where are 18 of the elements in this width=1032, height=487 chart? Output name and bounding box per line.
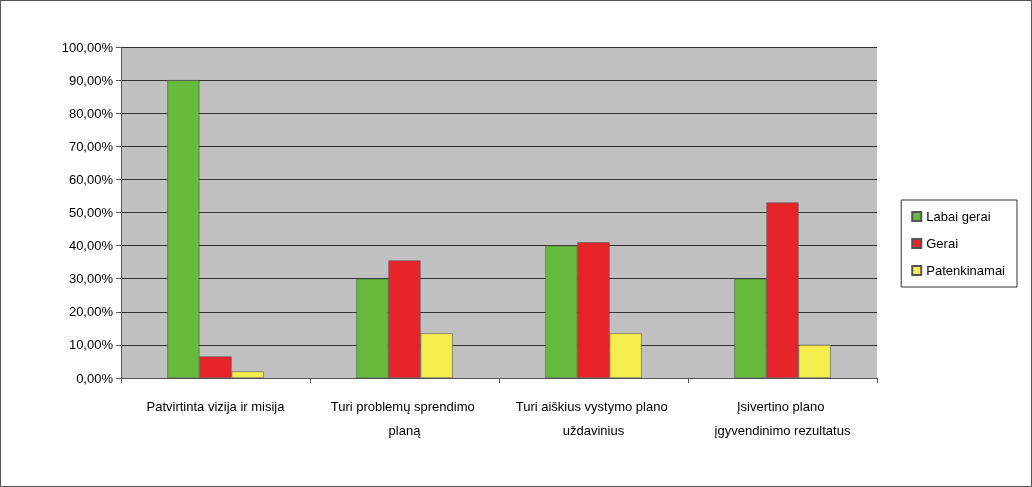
y-tick-label: 90,00% [68,72,114,88]
legend-label: Gerai [926,236,959,251]
y-tick-label: 0,00% [76,370,114,386]
x-tick-label: Turi aiškius vystymo plano uždavinius [515,398,672,438]
legend-label: Labai gerai [926,209,991,224]
y-tick-label: 10,00% [68,337,114,353]
y-tick-label: 30,00% [68,271,114,287]
x-tick-label: Turi problemų sprendimo planą [330,398,479,438]
x-tick-label: Patvirtinta vizija ir misija [146,398,286,414]
legend-label: Patenkinamai [926,263,1006,278]
y-tick-label: 40,00% [68,238,114,254]
y-tick-label: 60,00% [68,171,114,187]
y-tick-label: 80,00% [68,105,114,121]
x-tick-label: Įsivertino plano įgyvendinimo rezultatus [714,398,851,438]
y-tick-label: 20,00% [68,304,114,320]
y-tick-label: 100,00% [61,39,114,55]
y-tick-label: 70,00% [68,138,114,154]
y-tick-label: 50,00% [68,205,114,220]
